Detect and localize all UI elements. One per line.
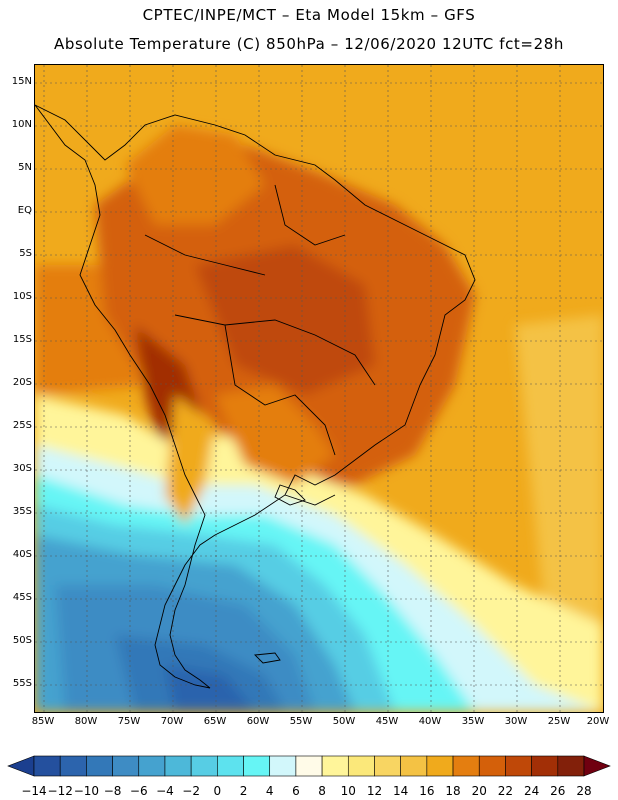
- color-scale-box: [557, 755, 585, 777]
- lon-label: 65W: [203, 716, 227, 727]
- lon-label: 70W: [160, 716, 184, 727]
- temperature-map: [34, 64, 604, 713]
- color-scale-box: [112, 755, 140, 777]
- lon-label: 20W: [586, 716, 610, 727]
- color-scale-label: −10: [73, 784, 100, 798]
- lon-label: 50W: [332, 716, 356, 727]
- color-scale-box: [138, 755, 166, 777]
- color-scale-box: [347, 755, 375, 777]
- color-scale-label: 14: [393, 784, 409, 798]
- lat-label: 5N: [18, 162, 32, 173]
- color-scale-label: 28: [576, 784, 592, 798]
- color-scale-box: [400, 755, 428, 777]
- color-scale-box: [86, 755, 113, 777]
- lon-label: 45W: [375, 716, 399, 727]
- lat-label: 55S: [12, 678, 32, 689]
- lon-label: 85W: [31, 716, 55, 727]
- lon-label: 80W: [74, 716, 98, 727]
- color-scale-box: [478, 755, 506, 777]
- color-scale-label: 20: [471, 784, 487, 798]
- map-subtitle: Absolute Temperature (C) 850hPa – 12/06/…: [54, 35, 564, 53]
- color-scale-label: 22: [497, 784, 514, 798]
- color-scale-arrow-high: [583, 755, 611, 777]
- color-scale-label: 2: [239, 784, 248, 798]
- lat-label: 15N: [11, 76, 32, 87]
- color-scale-box: [321, 755, 349, 777]
- color-scale-label: 24: [523, 784, 540, 798]
- lat-label: 5S: [19, 248, 32, 259]
- color-scale-bar: [7, 755, 611, 777]
- lat-label: 25S: [12, 420, 32, 431]
- color-scale-label: 8: [318, 784, 326, 798]
- color-scale-label: −2: [182, 784, 200, 798]
- color-scale-label: 12: [366, 784, 383, 798]
- color-scale-box: [243, 755, 271, 777]
- color-scale-box: [269, 755, 297, 777]
- color-scale-box: [217, 755, 244, 777]
- color-scale-box: [33, 755, 61, 777]
- color-scale-label: 6: [292, 784, 300, 798]
- color-scale-box: [190, 755, 218, 777]
- color-scale-label: −14: [21, 784, 47, 798]
- lon-label: 60W: [246, 716, 270, 727]
- lon-label: 30W: [504, 716, 528, 727]
- color-scale-arrow-low: [7, 755, 35, 777]
- lat-label: EQ: [17, 205, 32, 216]
- color-scale-label: 0: [213, 784, 222, 798]
- color-scale-box: [295, 755, 323, 777]
- color-scale-box: [505, 755, 532, 777]
- color-scale-box: [531, 755, 559, 777]
- lat-label: 45S: [12, 592, 32, 603]
- lat-label: 35S: [12, 506, 32, 517]
- color-scale-label: 4: [265, 784, 274, 798]
- color-scale-label: 10: [340, 784, 356, 798]
- color-scale-label: 16: [419, 784, 435, 798]
- color-scale-box: [374, 755, 401, 777]
- lat-label: 15S: [12, 334, 32, 345]
- color-scale-label: 18: [445, 784, 461, 798]
- lat-label: 10S: [12, 291, 32, 302]
- map-title: CPTEC/INPE/MCT – Eta Model 15km – GFS: [142, 6, 476, 24]
- color-scale-box: [452, 755, 480, 777]
- lat-label: 10N: [11, 119, 32, 130]
- color-scale-label: −12: [47, 784, 73, 798]
- color-scale-label: −4: [156, 784, 174, 798]
- lat-label: 30S: [12, 463, 32, 474]
- color-scale-box: [59, 755, 87, 777]
- color-scale-box: [426, 755, 454, 777]
- lon-label: 75W: [117, 716, 141, 727]
- lon-label: 25W: [547, 716, 571, 727]
- color-scale-label: 26: [550, 784, 566, 798]
- color-scale-label: −6: [129, 784, 148, 798]
- coastline-outline: [35, 104, 476, 689]
- lon-label: 40W: [418, 716, 442, 727]
- lat-label: 40S: [12, 549, 32, 560]
- lon-label: 55W: [289, 716, 313, 727]
- color-scale-box: [164, 755, 192, 777]
- lat-label: 20S: [12, 377, 32, 388]
- lon-label: 35W: [461, 716, 485, 727]
- lat-label: 50S: [12, 635, 32, 646]
- color-scale-label: −8: [103, 784, 122, 798]
